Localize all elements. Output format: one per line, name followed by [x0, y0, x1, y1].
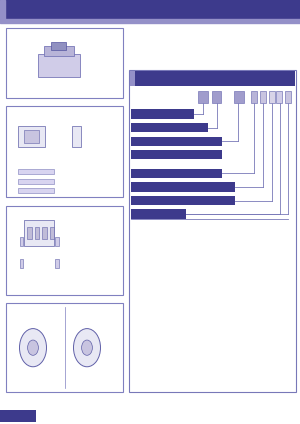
Bar [6, 206, 123, 295]
Bar [268, 91, 274, 103]
Bar [18, 188, 54, 193]
Bar [18, 169, 54, 174]
Bar [234, 91, 244, 103]
Bar [250, 91, 256, 103]
Bar [20, 259, 23, 268]
Bar [212, 91, 221, 103]
Bar [50, 226, 54, 239]
Circle shape [74, 329, 100, 367]
Bar [130, 71, 295, 86]
Bar [18, 179, 54, 184]
Bar [130, 150, 222, 159]
Bar [130, 137, 222, 146]
Bar [34, 226, 39, 239]
Bar [198, 91, 208, 103]
Bar [276, 91, 282, 103]
Bar [0, 410, 36, 422]
Bar [130, 123, 208, 132]
Bar [0, 0, 300, 19]
Bar [55, 237, 58, 246]
Circle shape [82, 340, 92, 355]
Bar [24, 130, 39, 143]
Bar [130, 169, 222, 178]
Bar [18, 126, 45, 147]
Bar [130, 182, 236, 192]
Bar [130, 209, 186, 219]
Bar [130, 71, 135, 86]
Bar [20, 237, 23, 246]
Bar [27, 226, 32, 239]
Bar [260, 91, 266, 103]
Circle shape [20, 329, 46, 367]
Bar [130, 109, 194, 119]
Bar [0, 0, 5, 19]
Bar [51, 42, 66, 50]
Bar [24, 220, 54, 246]
Bar [129, 70, 296, 392]
Bar [55, 259, 58, 268]
Bar [6, 303, 123, 392]
Bar [38, 54, 80, 77]
Bar [285, 91, 291, 103]
Bar [6, 106, 123, 197]
Bar [0, 19, 300, 23]
Bar [72, 126, 81, 147]
Bar [42, 226, 46, 239]
Bar [6, 28, 123, 98]
Circle shape [28, 340, 38, 355]
Bar [130, 196, 236, 205]
Bar [44, 46, 74, 56]
